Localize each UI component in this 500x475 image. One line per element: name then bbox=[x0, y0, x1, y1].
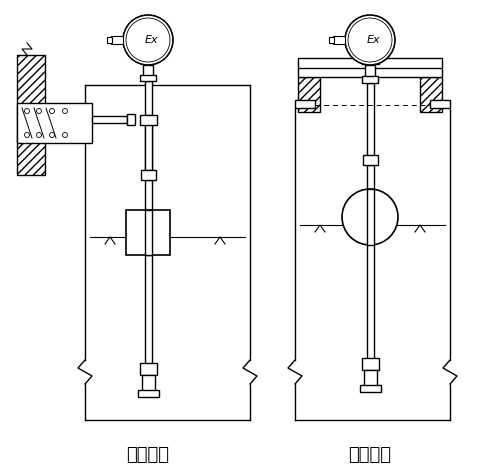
Bar bbox=[367, 77, 374, 165]
Bar bbox=[126, 210, 170, 255]
Text: Ex: Ex bbox=[367, 35, 381, 45]
Text: 架装固定: 架装固定 bbox=[126, 446, 170, 464]
Bar bbox=[111, 36, 123, 44]
Bar bbox=[363, 155, 378, 165]
Bar bbox=[145, 210, 152, 255]
Bar bbox=[17, 55, 45, 175]
Bar bbox=[140, 75, 156, 81]
Bar bbox=[364, 370, 377, 388]
Bar bbox=[298, 58, 442, 69]
Bar bbox=[143, 65, 153, 77]
Bar bbox=[295, 100, 315, 108]
Circle shape bbox=[50, 108, 54, 114]
Bar bbox=[140, 115, 157, 125]
Circle shape bbox=[123, 15, 173, 65]
Bar bbox=[141, 170, 156, 180]
Bar bbox=[138, 390, 159, 397]
Bar bbox=[17, 103, 92, 143]
Circle shape bbox=[345, 15, 395, 65]
Bar bbox=[333, 36, 345, 44]
Bar bbox=[145, 81, 152, 115]
Bar bbox=[107, 37, 112, 43]
Bar bbox=[140, 363, 157, 375]
Text: 法兰固定: 法兰固定 bbox=[348, 446, 392, 464]
Bar bbox=[145, 180, 152, 210]
Bar bbox=[92, 116, 127, 123]
Text: Ex: Ex bbox=[145, 35, 159, 45]
Circle shape bbox=[36, 133, 42, 137]
Bar bbox=[367, 165, 374, 360]
Bar bbox=[367, 189, 374, 245]
Circle shape bbox=[36, 108, 42, 114]
Bar bbox=[142, 375, 155, 393]
Circle shape bbox=[50, 133, 54, 137]
Bar bbox=[329, 37, 334, 43]
Bar bbox=[362, 358, 379, 370]
Bar bbox=[145, 115, 152, 180]
Bar bbox=[367, 60, 374, 83]
Bar bbox=[365, 65, 375, 77]
Circle shape bbox=[62, 133, 68, 137]
Circle shape bbox=[24, 133, 29, 137]
Bar bbox=[145, 115, 152, 170]
Bar bbox=[127, 114, 135, 125]
Bar bbox=[362, 76, 378, 83]
Bar bbox=[362, 55, 379, 64]
Bar bbox=[360, 385, 381, 392]
Circle shape bbox=[62, 108, 68, 114]
Bar bbox=[420, 77, 442, 112]
Bar bbox=[298, 77, 320, 112]
Circle shape bbox=[24, 108, 29, 114]
Bar bbox=[430, 100, 450, 108]
Bar bbox=[145, 255, 152, 365]
Circle shape bbox=[342, 189, 398, 245]
Bar bbox=[298, 68, 442, 77]
